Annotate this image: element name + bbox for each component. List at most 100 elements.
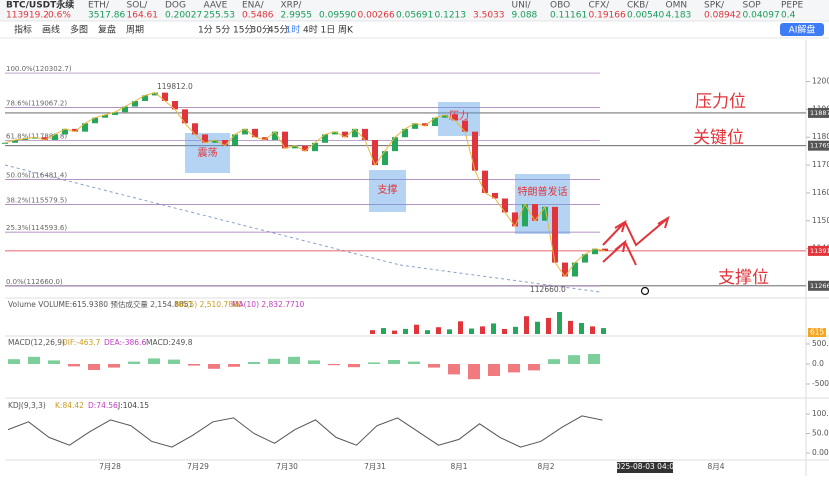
candle bbox=[312, 142, 318, 152]
volume-bar bbox=[447, 329, 452, 334]
date-label: 7月30 bbox=[276, 462, 298, 471]
ticker-value[interactable]: 0.09590 bbox=[319, 11, 356, 21]
candle bbox=[382, 151, 388, 166]
macd-bar bbox=[48, 360, 60, 364]
ticker-name[interactable]: OMN bbox=[666, 1, 688, 11]
candle bbox=[282, 131, 288, 149]
macd-bar bbox=[568, 355, 580, 364]
ai-label[interactable]: AI解盘 bbox=[789, 24, 816, 36]
ticker-value[interactable]: 9.088 bbox=[512, 11, 538, 21]
ticker-value[interactable]: 0.4 bbox=[781, 11, 796, 21]
interval[interactable]: 45分 bbox=[268, 25, 288, 36]
symbol[interactable]: BTC/USDT永续 bbox=[6, 0, 74, 11]
ticker-name[interactable]: CFX/ bbox=[589, 1, 611, 11]
macd-bar bbox=[348, 364, 360, 368]
candle bbox=[92, 117, 98, 124]
macd-bar bbox=[408, 361, 420, 364]
candle bbox=[302, 145, 308, 152]
candle bbox=[552, 206, 558, 263]
candle bbox=[72, 128, 78, 132]
volume-bar bbox=[403, 328, 408, 334]
ticker-value[interactable]: 4.183 bbox=[666, 11, 692, 21]
ticker-value[interactable]: 0.00266 bbox=[358, 11, 395, 21]
ticker-name[interactable]: PEPE bbox=[781, 1, 804, 11]
ticker-value[interactable]: 0.00540 bbox=[627, 11, 664, 21]
ticker-value[interactable]: 0.11161 bbox=[550, 11, 587, 21]
ticker-name[interactable]: OBO bbox=[550, 1, 570, 11]
interval[interactable]: 1分 bbox=[198, 25, 213, 36]
ai-button[interactable] bbox=[780, 23, 824, 36]
kdj-j: J:104.15 bbox=[117, 401, 149, 410]
ticker-value[interactable]: 0.05691 bbox=[396, 11, 433, 21]
price-tag bbox=[808, 107, 829, 118]
ticker-value[interactable]: 0.08942 bbox=[704, 11, 741, 21]
candle bbox=[152, 92, 158, 96]
ticker-name[interactable]: UNI/ bbox=[512, 1, 532, 11]
macd-bar bbox=[88, 364, 100, 370]
y-tick-label: 117000.0 bbox=[812, 160, 829, 169]
ticker-name[interactable]: SPK/ bbox=[704, 1, 725, 11]
volume-bar bbox=[436, 327, 441, 334]
ticker-name[interactable]: ENA/ bbox=[242, 1, 265, 11]
volume-bar bbox=[480, 326, 485, 334]
ticker-value[interactable]: 255.53 bbox=[204, 11, 236, 21]
arrows bbox=[602, 215, 670, 296]
trend-line bbox=[4, 164, 401, 266]
candle bbox=[62, 128, 68, 135]
ticker-value[interactable]: 0.19166 bbox=[589, 11, 626, 21]
ticker-value[interactable]: 2.9955 bbox=[281, 11, 313, 21]
date-label: 7月31 bbox=[364, 462, 386, 471]
interval[interactable]: 1时 bbox=[286, 24, 301, 36]
ticker-name[interactable]: XRP/ bbox=[281, 1, 303, 11]
interval[interactable]: 4时 bbox=[303, 24, 318, 36]
price-tag-label: 117696.5 bbox=[810, 142, 829, 150]
ticker-value[interactable]: 0.1213 bbox=[435, 11, 467, 21]
ticker-name[interactable]: SOP bbox=[743, 1, 762, 11]
candle bbox=[472, 131, 478, 171]
tool[interactable]: 复盘 bbox=[98, 24, 116, 36]
ticker-value[interactable]: 164.61 bbox=[127, 11, 159, 21]
macd-bar bbox=[388, 360, 400, 364]
volume-bar bbox=[590, 326, 595, 334]
candle bbox=[52, 134, 58, 140]
candle bbox=[272, 131, 278, 140]
interval[interactable]: 5分 bbox=[216, 25, 231, 36]
candle bbox=[212, 140, 218, 143]
ticker-value[interactable]: 0.04097 bbox=[743, 11, 780, 21]
ticker-name[interactable]: SOL/ bbox=[127, 1, 149, 11]
candle bbox=[592, 248, 598, 255]
ticker-name[interactable]: CKB/ bbox=[627, 1, 649, 11]
ticker-value[interactable]: 3.5033 bbox=[473, 11, 505, 21]
tool[interactable]: 指标 bbox=[14, 24, 32, 36]
macd-bar bbox=[28, 356, 40, 364]
y-tick-label: -500.0 bbox=[812, 379, 829, 388]
price-tag bbox=[808, 245, 829, 256]
annotation-box bbox=[369, 170, 406, 212]
tool[interactable]: 画线 bbox=[42, 24, 60, 36]
tool[interactable]: 多图 bbox=[70, 24, 88, 36]
interval[interactable]: 周K bbox=[338, 25, 354, 36]
ticker-name[interactable]: AAVE bbox=[204, 1, 228, 11]
interval[interactable]: 15分 bbox=[233, 25, 253, 36]
interval[interactable]: 30分 bbox=[251, 25, 271, 36]
macd-bar bbox=[428, 364, 440, 368]
tool[interactable]: 周期 bbox=[126, 25, 144, 36]
volume-bar bbox=[381, 328, 386, 334]
macd-bar bbox=[288, 356, 300, 364]
y-tick-label: 118000.0 bbox=[812, 132, 829, 141]
candle bbox=[112, 112, 118, 115]
interval[interactable]: 1日 bbox=[321, 25, 336, 36]
macd-bar bbox=[208, 364, 220, 369]
annotation-box bbox=[438, 102, 480, 136]
level-label: 支撑位 bbox=[718, 268, 769, 288]
ticker-value[interactable]: 3517.86 bbox=[88, 11, 125, 21]
ticker-value[interactable]: 0.20027 bbox=[165, 11, 202, 21]
candle bbox=[602, 248, 608, 251]
ticker-value[interactable]: 0.5486 bbox=[242, 11, 274, 21]
ticker-name[interactable]: ETH/ bbox=[88, 1, 110, 11]
candle bbox=[242, 128, 248, 135]
macd-bar bbox=[548, 359, 560, 364]
candle bbox=[182, 109, 188, 124]
ticker-name[interactable]: DOG bbox=[165, 1, 186, 11]
